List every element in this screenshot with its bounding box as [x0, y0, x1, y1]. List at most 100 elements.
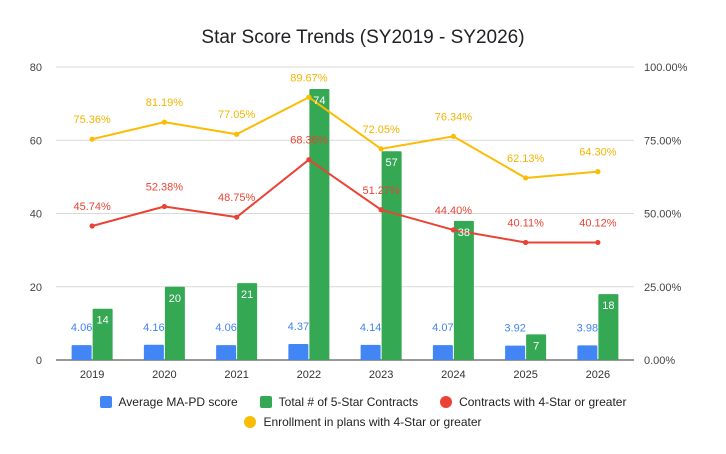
data-label-enrollment: 64.30% [579, 147, 617, 159]
bar-five-star-contracts[interactable] [526, 334, 547, 360]
point-four-star-contracts[interactable] [234, 214, 240, 220]
bar-average-mapd-score[interactable] [216, 345, 237, 360]
legend-item-five-star-contracts[interactable]: Total # of 5-Star Contracts [259, 395, 419, 409]
point-four-star-contracts[interactable] [450, 227, 456, 233]
legend-row-2: Enrollment in plans with 4-Star or great… [0, 412, 726, 432]
left-axis-tick-label: 0 [36, 355, 42, 367]
right-axis-tick-label: 100.00% [644, 62, 688, 74]
x-axis-tick-label: 2022 [297, 369, 321, 381]
legend-item-enrollment[interactable]: Enrollment in plans with 4-Star or great… [244, 415, 482, 429]
data-label-five-star-contracts: 57 [386, 157, 398, 169]
legend-label-average-mapd: Average MA-PD score [118, 395, 238, 409]
bar-average-mapd-score[interactable] [432, 345, 453, 360]
right-axis-tick-label: 50.00% [644, 209, 682, 221]
data-label-five-star-contracts: 38 [458, 227, 470, 239]
data-label-enrollment: 89.67% [290, 72, 328, 84]
point-four-star-contracts[interactable] [89, 223, 95, 229]
point-enrollment[interactable] [378, 146, 384, 152]
point-four-star-contracts[interactable] [378, 207, 384, 213]
point-enrollment[interactable] [234, 131, 240, 137]
data-label-four-star-contracts: 44.40% [435, 205, 473, 217]
label-layer: 4.06 14 4.16 20 4.06 21 4.37 74 4.14 57 4.07 38 3.92… [71, 72, 617, 352]
legend-item-average-mapd[interactable]: Average MA-PD score [99, 395, 238, 409]
data-label-four-star-contracts: 40.11% [507, 217, 544, 229]
point-four-star-contracts[interactable] [595, 239, 601, 246]
point-four-star-contracts[interactable] [161, 203, 167, 210]
point-enrollment[interactable] [161, 119, 167, 125]
data-label-five-star-contracts: 7 [533, 340, 539, 352]
bar-five-star-contracts[interactable] [237, 283, 258, 360]
bar-average-mapd-score[interactable] [288, 343, 309, 360]
bar-five-star-contracts[interactable] [164, 286, 185, 360]
legend-label-four-star-contracts: Contracts with 4-Star or greater [459, 395, 627, 409]
legend-swatch-average-mapd [99, 396, 112, 408]
data-label-average-mapd-score: 3.92 [504, 323, 525, 335]
x-axis-tick-label: 2024 [441, 369, 465, 381]
left-axis-tick-label: 40 [30, 209, 42, 221]
data-label-average-mapd-score: 4.14 [360, 322, 381, 334]
x-axis-tick-label: 2021 [224, 369, 248, 381]
point-enrollment[interactable] [450, 133, 456, 139]
data-label-four-star-contracts: 68.36% [290, 135, 328, 147]
legend-row-1: Average MA-PD score Total # of 5-Star Co… [0, 392, 726, 412]
data-label-average-mapd-score: 3.98 [577, 322, 598, 334]
data-label-enrollment: 76.34% [435, 111, 473, 123]
point-enrollment[interactable] [306, 94, 312, 100]
data-label-four-star-contracts: 52.38% [146, 182, 184, 194]
point-enrollment[interactable] [523, 175, 529, 181]
left-axis-tick-label: 60 [30, 135, 42, 147]
legend-item-four-star-contracts[interactable]: Contracts with 4-Star or greater [440, 395, 626, 409]
x-axis-tick-label: 2025 [513, 369, 537, 381]
point-four-star-contracts[interactable] [523, 239, 529, 246]
data-label-enrollment: 81.19% [146, 97, 184, 109]
data-label-enrollment: 77.05% [218, 109, 256, 121]
legend-label-enrollment: Enrollment in plans with 4-Star or great… [263, 415, 482, 429]
bar-five-star-contracts[interactable] [598, 294, 619, 360]
data-label-five-star-contracts: 18 [602, 300, 614, 312]
right-axis-tick-label: 75.00% [644, 135, 682, 147]
axis-layer: 0 0.00% 20 25.00% 40 50.00% 60 75.00% 80 100.00% 2… [30, 62, 688, 381]
legend-swatch-four-star-contracts [440, 396, 453, 408]
bar-five-star-contracts[interactable] [453, 220, 474, 360]
bar-average-mapd-score[interactable] [577, 345, 598, 360]
data-label-five-star-contracts: 21 [241, 289, 253, 301]
data-label-four-star-contracts: 48.75% [218, 192, 256, 204]
bar-five-star-contracts[interactable] [309, 88, 330, 360]
legend-label-five-star-contracts: Total # of 5-Star Contracts [278, 395, 419, 409]
series-line-four-star-contracts [91, 158, 598, 244]
grid-layer [56, 66, 634, 361]
x-axis-tick-label: 2020 [152, 369, 176, 381]
chart-title: Star Score Trends (SY2019 - SY2026) [201, 27, 524, 48]
data-label-four-star-contracts: 51.27% [362, 185, 400, 197]
series-line-enrollment [91, 96, 598, 179]
point-four-star-contracts[interactable] [306, 157, 312, 163]
bar-five-star-contracts[interactable] [92, 308, 113, 360]
legend: Average MA-PD score Total # of 5-Star Co… [0, 392, 726, 432]
x-axis-tick-label: 2023 [369, 369, 393, 381]
data-label-average-mapd-score: 4.06 [215, 322, 236, 334]
data-label-enrollment: 72.05% [362, 124, 400, 136]
x-axis-tick-label: 2026 [586, 369, 610, 381]
data-label-average-mapd-score: 4.16 [143, 322, 164, 334]
bar-average-mapd-score[interactable] [71, 345, 92, 360]
data-label-five-star-contracts: 74 [313, 95, 325, 107]
x-axis-tick-label: 2019 [80, 369, 104, 381]
bar-average-mapd-score[interactable] [143, 344, 164, 360]
bar-five-star-contracts[interactable] [381, 151, 402, 360]
left-axis-tick-label: 20 [30, 282, 42, 294]
point-enrollment[interactable] [89, 136, 95, 142]
bar-average-mapd-score[interactable] [505, 345, 526, 360]
data-label-average-mapd-score: 4.06 [71, 322, 92, 334]
legend-swatch-enrollment [244, 416, 257, 428]
bar-layer [71, 88, 619, 360]
legend-swatch-five-star-contracts [259, 396, 272, 408]
right-axis-tick-label: 0.00% [644, 355, 675, 367]
data-label-enrollment: 75.36% [73, 114, 111, 126]
point-enrollment[interactable] [595, 169, 601, 175]
bar-average-mapd-score[interactable] [360, 344, 381, 360]
data-label-five-star-contracts: 14 [97, 315, 109, 327]
data-label-five-star-contracts: 20 [169, 293, 181, 305]
data-label-four-star-contracts: 40.12% [579, 217, 617, 229]
data-label-four-star-contracts: 45.74% [73, 201, 111, 213]
